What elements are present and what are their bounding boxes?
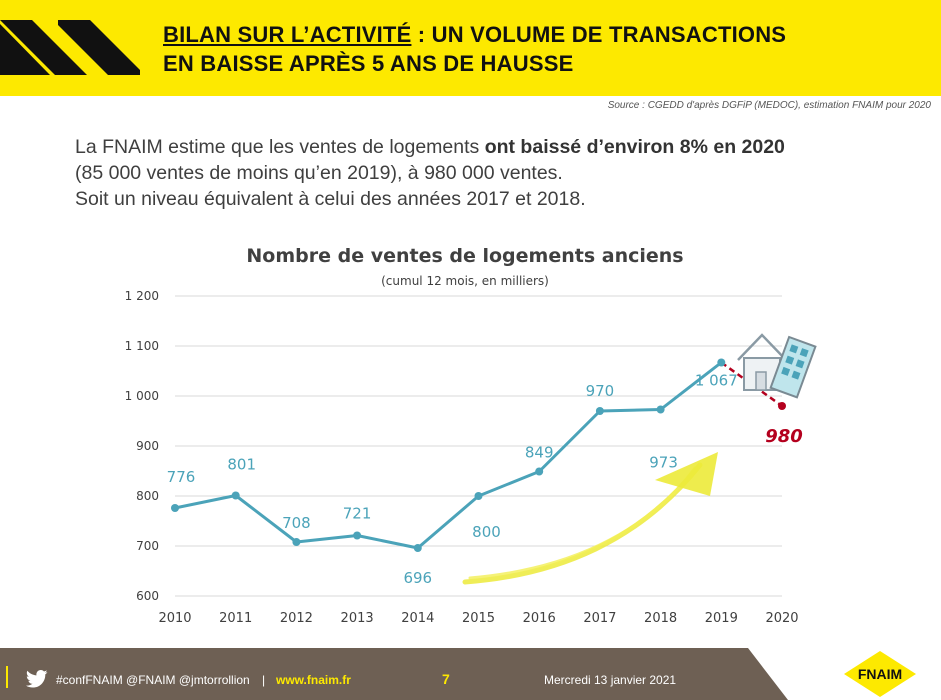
intro-line3: Soit un niveau équivalent à celui des an… <box>75 188 586 210</box>
estimate-data-label: 980 <box>765 426 803 447</box>
y-tick-label: 1 100 <box>125 339 159 353</box>
x-tick-label: 2013 <box>341 611 374 626</box>
data-label: 721 <box>343 505 372 523</box>
page-title: BILAN SUR L’ACTIVITÉ : UN VOLUME DE TRAN… <box>163 20 786 78</box>
footer-separator: | <box>262 673 266 687</box>
intro-line2: (85 000 ventes de moins qu’en 2019), à 9… <box>75 162 563 184</box>
title-rest: : UN VOLUME DE TRANSACTIONS <box>411 22 787 47</box>
x-tick-label: 2015 <box>462 611 495 626</box>
data-label: 973 <box>649 454 678 472</box>
x-tick-label: 2014 <box>401 611 434 626</box>
chart-subtitle: (cumul 12 mois, en milliers) <box>381 274 549 288</box>
fnaim-logo-icon: FNAIM <box>748 648 941 700</box>
data-point <box>474 492 483 500</box>
x-axis-ticks: 2010 2011 2012 2013 2014 2015 2016 2017 2018 2019… <box>158 611 798 626</box>
data-point <box>292 538 301 546</box>
y-axis-ticks: 600 700 800 900 1 000 1 100 1 200 <box>125 289 159 603</box>
data-label: 849 <box>525 444 554 462</box>
data-point <box>595 407 604 415</box>
y-tick-label: 1 000 <box>125 389 159 403</box>
x-tick-label: 2020 <box>765 611 798 626</box>
data-label: 801 <box>227 456 256 474</box>
data-point <box>656 405 665 414</box>
intro-line1-bold: ont baissé d’environ 8% en 2020 <box>484 136 785 158</box>
y-tick-label: 1 200 <box>125 289 159 303</box>
intro-text: La FNAIM estime que les ventes de logeme… <box>75 134 905 212</box>
yellow-arrow-icon <box>462 452 718 585</box>
data-point <box>353 531 362 540</box>
data-point <box>717 358 726 367</box>
y-tick-label: 800 <box>136 489 159 503</box>
x-tick-label: 2018 <box>644 611 677 626</box>
estimate-point <box>778 402 786 410</box>
data-label: 708 <box>282 514 311 532</box>
data-label: 1 067 <box>695 372 738 390</box>
series-lines <box>174 361 783 550</box>
x-tick-label: 2017 <box>583 611 616 626</box>
footer-date: Mercredi 13 janvier 2021 <box>544 673 677 687</box>
x-tick-label: 2011 <box>219 611 252 626</box>
data-label: 800 <box>472 523 501 541</box>
data-point <box>413 544 422 552</box>
data-label: 776 <box>167 468 196 486</box>
data-point <box>231 491 240 500</box>
chart-title: Nombre de ventes de logements anciens <box>246 245 683 267</box>
y-tick-label: 600 <box>136 589 159 603</box>
house-building-icon <box>737 333 817 399</box>
footer-accent-bar <box>6 666 8 688</box>
fnaim-logo-text: FNAIM <box>858 666 902 682</box>
title-line2: EN BAISSE APRÈS 5 ANS DE HAUSSE <box>163 51 574 76</box>
grid <box>175 295 782 597</box>
data-label: 696 <box>403 569 432 587</box>
x-tick-label: 2019 <box>705 611 738 626</box>
line-chart: Nombre de ventes de logements anciens (c… <box>125 245 817 626</box>
x-tick-label: 2010 <box>158 611 191 626</box>
data-labels: 776 801 708 721 696 800 849 970 973 1 067 980 <box>167 372 803 588</box>
footer-website-link[interactable]: www.fnaim.fr <box>276 673 351 687</box>
x-tick-label: 2012 <box>280 611 313 626</box>
y-tick-label: 900 <box>136 439 159 453</box>
twitter-bird-icon[interactable] <box>26 670 48 688</box>
data-label: 970 <box>586 382 615 400</box>
y-tick-label: 700 <box>136 539 159 553</box>
footer-bar: #confFNAIM @FNAIM @jmtorrollion | www.fn… <box>0 648 941 700</box>
double-chevron-logo-icon <box>0 20 140 75</box>
title-highlight: BILAN SUR L’ACTIVITÉ <box>163 22 412 47</box>
footer-hashtags: #confFNAIM @FNAIM @jmtorrollion <box>56 673 250 687</box>
page-number: 7 <box>442 671 450 687</box>
intro-line1-normal: La FNAIM estime que les ventes de logeme… <box>75 136 485 158</box>
series-points <box>171 358 786 552</box>
data-point <box>535 467 544 476</box>
x-tick-label: 2016 <box>523 611 556 626</box>
data-point <box>171 504 179 512</box>
source-note: Source : CGEDD d'après DGFiP (MEDOC), es… <box>607 100 931 111</box>
series-line <box>174 361 723 550</box>
header-banner: BILAN SUR L’ACTIVITÉ : UN VOLUME DE TRAN… <box>0 0 941 96</box>
estimate-line <box>720 361 783 408</box>
